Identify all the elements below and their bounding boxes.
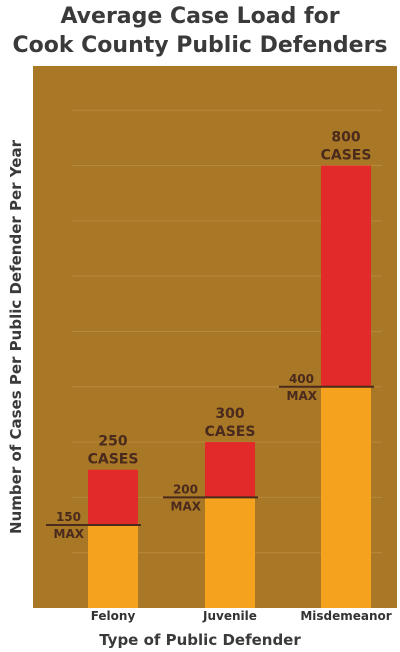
bar-juvenile-over-max bbox=[205, 442, 255, 497]
value-label-juvenile: 300 bbox=[215, 406, 244, 422]
value-unit-label-felony: CASES bbox=[88, 452, 139, 468]
max-text-label-misdemeanor: MAX bbox=[287, 389, 318, 403]
category-label-juvenile: Juvenile bbox=[202, 609, 257, 623]
value-unit-label-juvenile: CASES bbox=[205, 424, 256, 440]
bar-felony-over-max bbox=[88, 470, 138, 525]
bar-juvenile-within-max bbox=[205, 497, 255, 608]
max-text-label-juvenile: MAX bbox=[171, 499, 202, 513]
bar-misdemeanor-over-max bbox=[321, 166, 371, 387]
category-label-felony: Felony bbox=[91, 609, 136, 623]
category-label-misdemeanor: Misdemeanor bbox=[300, 609, 391, 623]
bar-felony-within-max bbox=[88, 525, 138, 608]
value-label-misdemeanor: 800 bbox=[331, 130, 360, 146]
x-axis-title: Type of Public Defender bbox=[99, 631, 301, 649]
max-value-label-felony: 150 bbox=[56, 510, 81, 524]
y-axis-title: Number of Cases Per Public Defender Per … bbox=[7, 139, 25, 534]
max-text-label-felony: MAX bbox=[54, 527, 85, 541]
bar-misdemeanor-within-max bbox=[321, 387, 371, 608]
max-value-label-juvenile: 200 bbox=[173, 482, 198, 496]
max-value-label-misdemeanor: 400 bbox=[289, 372, 314, 386]
value-label-felony: 250 bbox=[98, 434, 127, 450]
value-unit-label-misdemeanor: CASES bbox=[321, 148, 372, 164]
